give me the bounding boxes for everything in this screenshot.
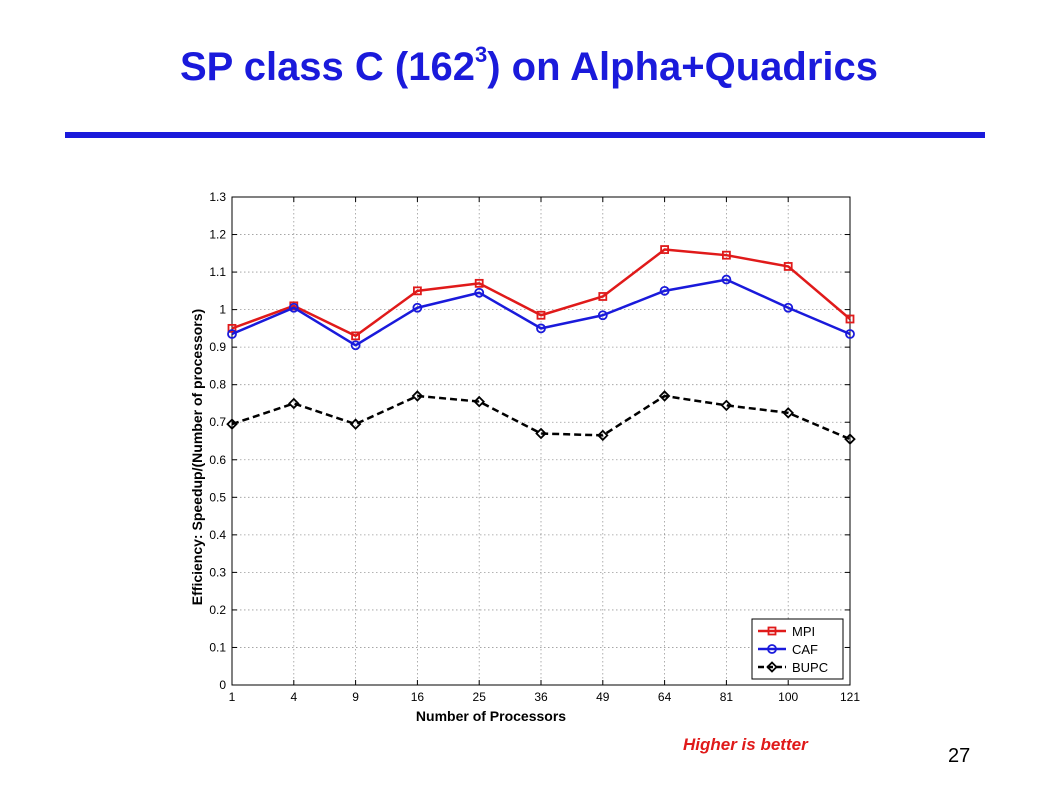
- data-point-caf: [536, 323, 546, 334]
- y-tick-label: 0.8: [209, 378, 226, 392]
- series-line-mpi: [231, 248, 851, 338]
- y-tick-label: 0.1: [209, 640, 226, 654]
- data-point-bupc: [535, 427, 547, 440]
- series-bupc: [226, 390, 856, 445]
- series-line-caf: [231, 278, 851, 347]
- data-point-bupc: [658, 390, 671, 402]
- data-point-bupc: [844, 433, 856, 445]
- legend-marker-bupc: [766, 661, 778, 673]
- y-axis-title: Efficiency: Speedup/(Number of processor…: [189, 309, 205, 605]
- x-tick-label: 49: [596, 690, 610, 704]
- y-tick-label: 0.2: [209, 603, 226, 617]
- data-point-mpi: [412, 286, 422, 296]
- data-point-bupc: [782, 407, 794, 419]
- y-tick-label: 1.3: [209, 190, 226, 204]
- x-axis-title: Number of Processors: [416, 708, 566, 724]
- y-tick-label: 1.2: [209, 228, 226, 242]
- x-tick-label: 9: [352, 690, 359, 704]
- grid-lines: [232, 197, 850, 685]
- x-tick-label: 36: [534, 690, 548, 704]
- y-tick-label: 0.4: [209, 528, 226, 542]
- chart-legend: MPI CAF BUPC: [751, 618, 844, 680]
- x-tick-label: 1: [229, 690, 236, 704]
- y-tick-label: 0.5: [209, 490, 226, 504]
- data-point-caf: [845, 329, 855, 339]
- data-point-bupc: [411, 390, 424, 402]
- slide-title: SP class C (1623) on Alpha+Quadrics: [0, 42, 1058, 91]
- series-caf: [227, 274, 855, 351]
- legend-label-mpi: MPI: [792, 624, 815, 639]
- data-point-bupc: [349, 418, 362, 430]
- data-point-bupc: [597, 429, 609, 442]
- data-point-bupc: [720, 399, 733, 412]
- data-point-mpi: [660, 245, 669, 254]
- title-main: SP class C (162: [179, 45, 475, 89]
- x-tick-label: 121: [840, 690, 860, 704]
- data-point-caf: [412, 302, 423, 313]
- y-tick-label: 1: [219, 303, 226, 317]
- y-tick-label: 0.9: [209, 340, 226, 354]
- x-tick-label: 16: [411, 690, 425, 704]
- series-mpi: [227, 245, 855, 341]
- data-point-mpi: [227, 323, 237, 333]
- data-point-caf: [783, 302, 794, 313]
- x-tick-label: 4: [290, 690, 297, 704]
- page-number: 27: [948, 745, 971, 767]
- data-point-caf: [721, 274, 732, 285]
- x-tick-label: 25: [473, 690, 487, 704]
- data-point-caf: [288, 302, 299, 313]
- data-point-mpi: [474, 278, 484, 288]
- data-point-mpi: [722, 250, 731, 260]
- y-tick-label: 0.3: [209, 565, 226, 579]
- data-point-mpi: [351, 331, 361, 341]
- axis-ticks: 0 0.1 0.2 0.3 0.4 0.5 0.6 0.7 0.8 0.9 1 1.1 1.2 1.3 1 4…: [209, 190, 860, 704]
- data-point-caf: [474, 287, 485, 298]
- data-point-caf: [659, 285, 670, 296]
- data-point-bupc: [288, 397, 300, 410]
- legend-label-caf: CAF: [792, 642, 818, 657]
- data-point-bupc: [226, 418, 238, 430]
- x-tick-label: 81: [720, 690, 734, 704]
- y-tick-label: 0.7: [209, 415, 226, 429]
- data-point-mpi: [598, 292, 608, 301]
- data-point-mpi: [783, 262, 793, 271]
- data-point-caf: [350, 340, 361, 351]
- data-point-mpi: [845, 314, 855, 324]
- title-superscript: 3: [474, 42, 488, 67]
- series-layer: [226, 245, 856, 445]
- x-tick-label: 64: [658, 690, 672, 704]
- y-tick-label: 0: [219, 678, 226, 692]
- data-point-caf: [227, 329, 237, 339]
- footnote: Higher is better: [683, 735, 808, 754]
- data-point-mpi: [536, 310, 546, 320]
- data-point-caf: [597, 310, 608, 321]
- title-underline: [65, 132, 985, 138]
- legend-marker-mpi: [767, 626, 777, 636]
- legend-label-bupc: BUPC: [792, 660, 828, 675]
- x-tick-label: 100: [778, 690, 798, 704]
- y-tick-label: 0.6: [209, 453, 226, 467]
- title-rest: ) on Alpha+Quadrics: [487, 45, 879, 89]
- y-tick-label: 1.1: [209, 265, 226, 279]
- data-point-bupc: [473, 395, 485, 408]
- legend-marker-caf: [767, 644, 777, 654]
